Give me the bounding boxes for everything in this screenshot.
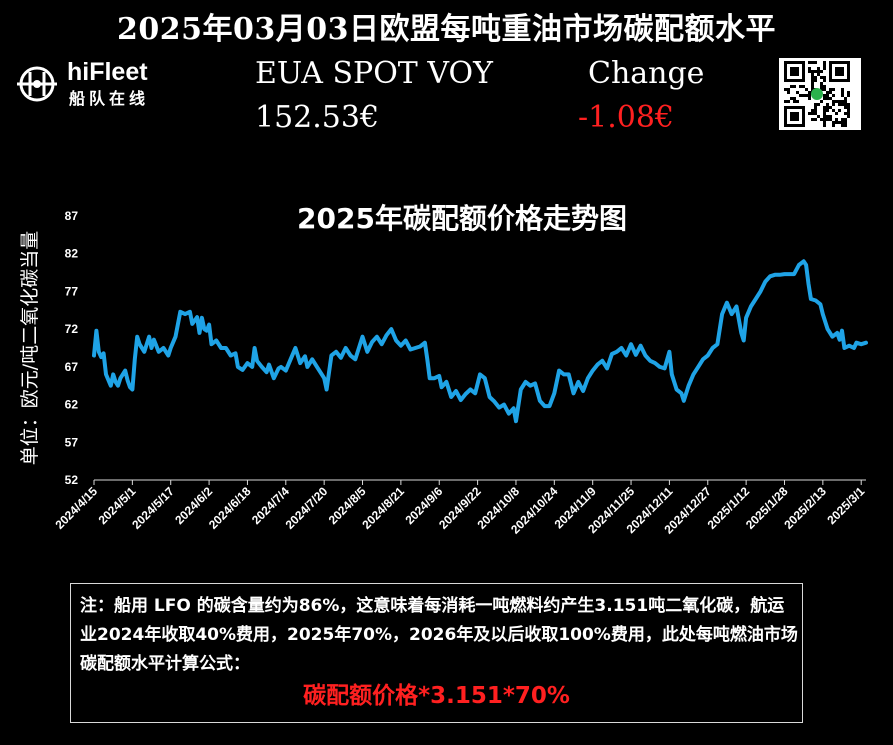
change-value: -1.08€ bbox=[578, 100, 675, 135]
x-tick-label: 2025/2/13 bbox=[781, 484, 829, 532]
hifleet-logo: hiFleet 船队在线 bbox=[15, 58, 185, 108]
x-tick-label: 2024/8/21 bbox=[359, 484, 407, 532]
formula-text: 碳配额价格*3.151*70% bbox=[303, 683, 570, 709]
chart-title: 2025年碳配额价格走势图 bbox=[297, 202, 627, 235]
logo-name: hiFleet bbox=[67, 58, 148, 86]
y-tick-label: 82 bbox=[65, 247, 79, 261]
qr-code-icon bbox=[779, 58, 861, 130]
y-tick-label: 67 bbox=[65, 360, 79, 374]
x-tick-label: 2024/7/20 bbox=[283, 484, 331, 532]
x-tick-label: 2024/4/15 bbox=[52, 484, 100, 532]
y-axis-label: 单位：欧元/吨二氧化碳当量 bbox=[19, 231, 41, 465]
logo-subtitle: 船队在线 bbox=[69, 89, 150, 108]
hifleet-ship-wheel-icon bbox=[17, 66, 57, 102]
y-tick-label: 87 bbox=[65, 209, 79, 223]
y-tick-label: 52 bbox=[65, 473, 79, 487]
note-text: 注：船用 LFO 的碳含量约为86%，这意味着每消耗一吨燃料约产生3.151吨二… bbox=[80, 596, 798, 674]
y-tick-label: 62 bbox=[65, 398, 79, 412]
page-title: 2025年03月03日欧盟每吨重油市场碳配额水平 bbox=[117, 12, 776, 47]
y-tick-label: 72 bbox=[65, 322, 79, 336]
price-line bbox=[92, 259, 868, 424]
spot-label: EUA SPOT VOY bbox=[255, 56, 493, 91]
y-tick-label: 77 bbox=[65, 284, 79, 298]
change-label: Change bbox=[588, 56, 705, 91]
x-tick-label: 2024/6/18 bbox=[206, 484, 254, 532]
x-tick-label: 2025/3/1 bbox=[824, 484, 867, 527]
x-tick-label: 2024/5/17 bbox=[129, 484, 177, 532]
y-tick-label: 57 bbox=[65, 435, 79, 449]
spot-value: 152.53€ bbox=[255, 100, 380, 135]
note-box bbox=[70, 583, 803, 723]
